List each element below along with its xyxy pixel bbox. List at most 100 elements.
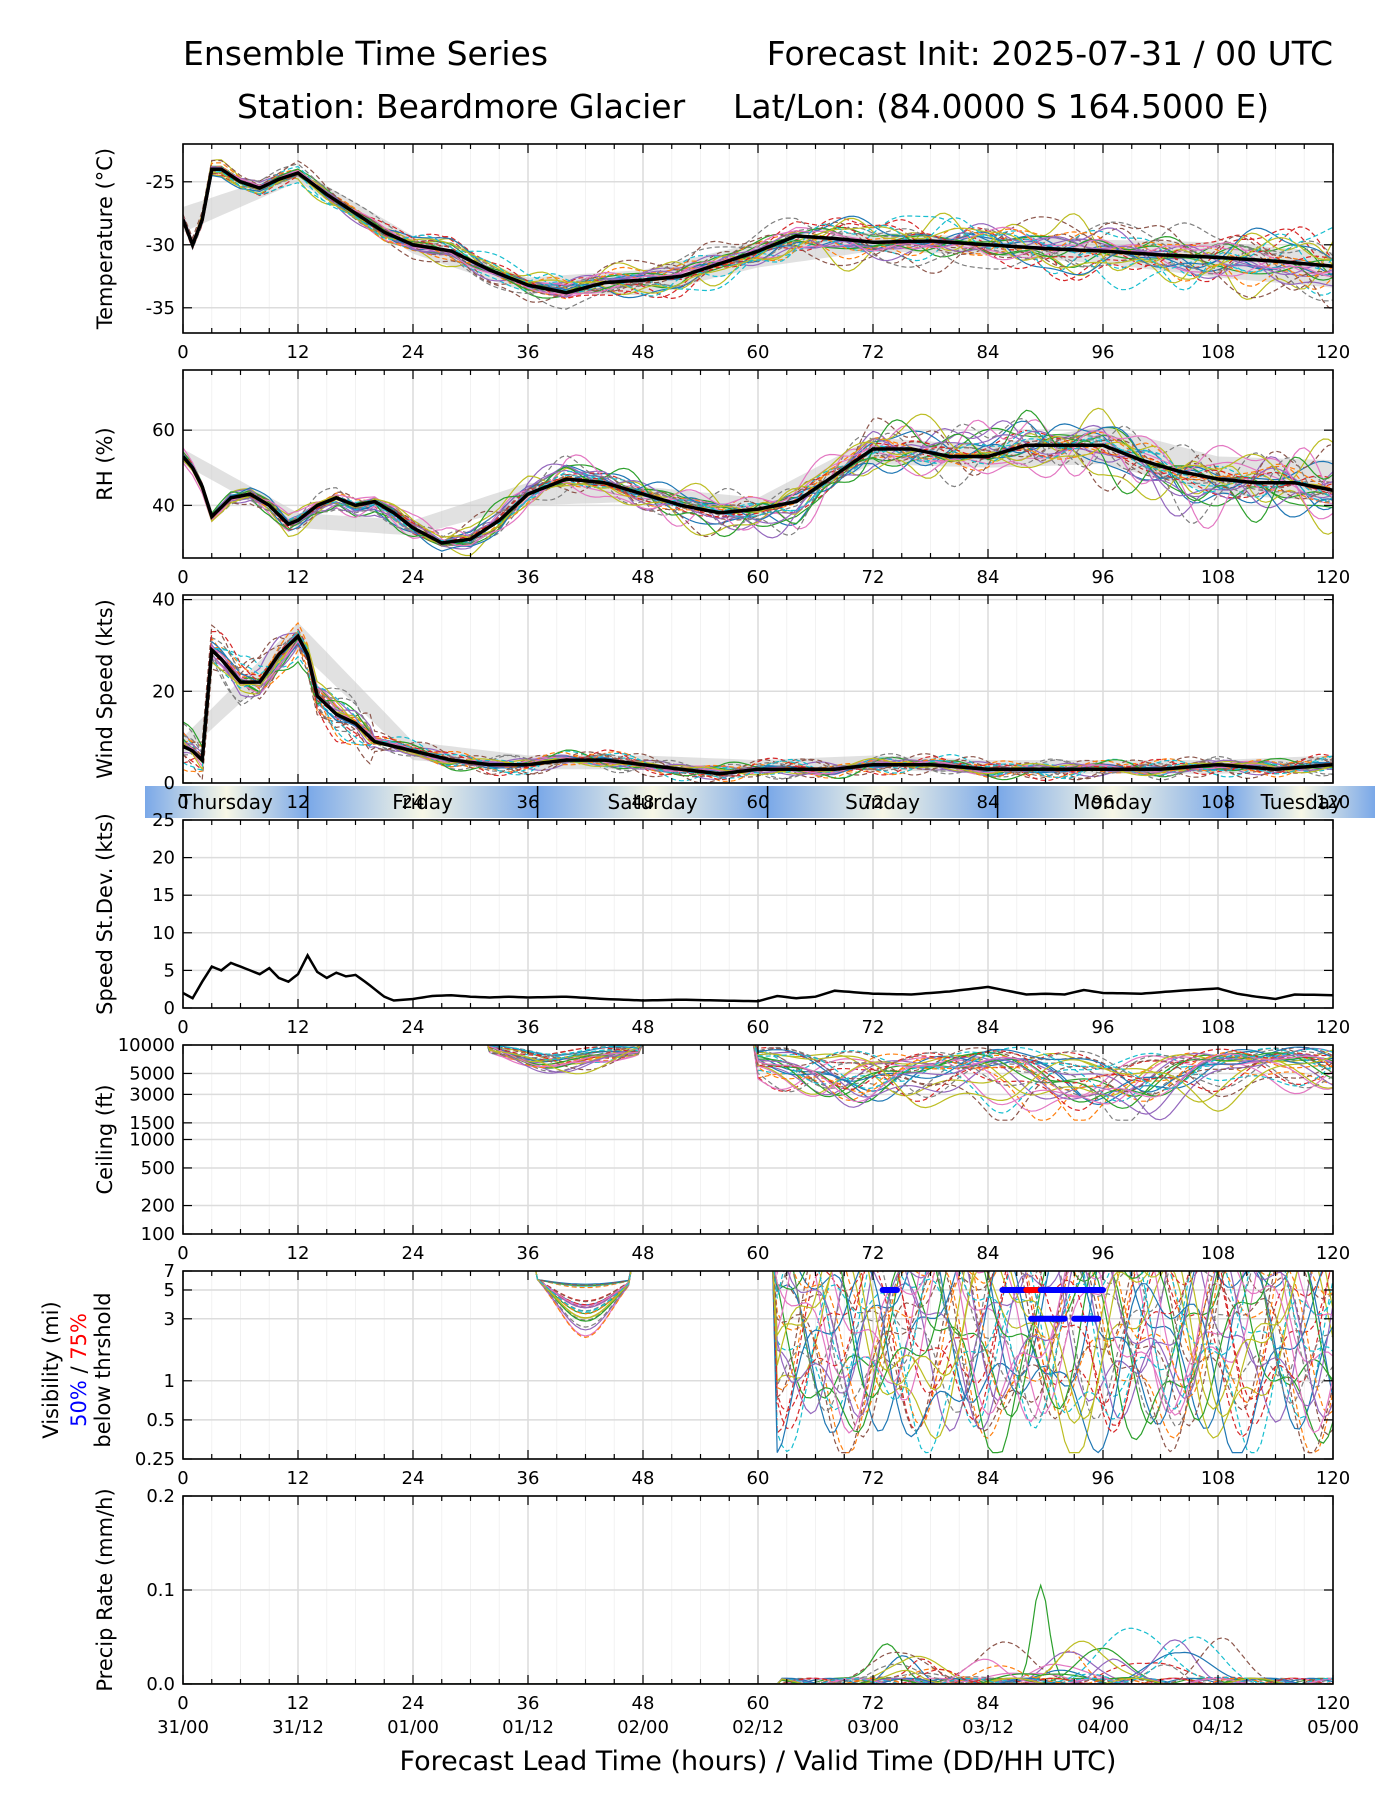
- speed-stdev-xtick-label: 84: [977, 1017, 1000, 1038]
- visibility-ylabel-75: 75%: [67, 1313, 91, 1360]
- speed-stdev-xtick-label: 108: [1201, 1017, 1235, 1038]
- visibility-xtick-label: 84: [977, 1468, 1000, 1489]
- ceiling-member-line: [486, 1045, 1333, 1098]
- visibility-member-line: [535, 1271, 1312, 1420]
- rh-member-line: [183, 419, 1333, 540]
- precip-member-line: [183, 1669, 1333, 1684]
- speed-stdev-ytick-label: 15: [152, 885, 175, 906]
- precip-series: [183, 1583, 1333, 1684]
- visibility-xtick-label: 36: [517, 1468, 540, 1489]
- forecast-init: Forecast Init: 2025-07-31 / 00 UTC: [767, 34, 1333, 73]
- precip-xtick-label: 108: [1201, 1693, 1235, 1714]
- precip-ytick-label: 0.0: [146, 1674, 175, 1695]
- visibility-member-line: [535, 1271, 1333, 1419]
- rh-member-line: [183, 438, 1333, 542]
- ceiling-ytick-label: 100: [141, 1224, 175, 1245]
- visibility-xtick-label: 0: [177, 1468, 188, 1489]
- precip-member-line: [183, 1636, 1333, 1684]
- speed-stdev-ylabel: Speed St.Dev. (kts): [93, 813, 117, 1015]
- wind-speed-xtick-label: 60: [747, 792, 770, 813]
- wind-speed-ytick-label: 40: [152, 590, 175, 611]
- temperature-spread-band: [183, 169, 1333, 296]
- visibility-member-line: [535, 1271, 1333, 1419]
- wind-speed-xtick-label: 48: [632, 792, 655, 813]
- temperature-member-line: [183, 170, 1333, 297]
- day-segment: [997, 786, 1228, 818]
- day-label: Monday: [1073, 790, 1152, 814]
- temperature-ytick-label: -35: [146, 298, 175, 319]
- rh-xtick-label: 72: [862, 567, 885, 588]
- visibility-member-line: [535, 1271, 1333, 1454]
- ceiling-xtick-label: 120: [1316, 1243, 1350, 1264]
- day-segment: [537, 786, 768, 818]
- valid-time-label: 04/00: [1077, 1717, 1129, 1738]
- visibility-ytick-label: 3: [164, 1309, 175, 1330]
- temperature-ylabel: Temperature (°C): [93, 148, 117, 330]
- visibility-member-line: [535, 1271, 1333, 1421]
- wind-speed-mean-line: [183, 633, 1333, 776]
- temperature-ytick-label: -25: [146, 172, 175, 193]
- wind-speed-series: [183, 621, 1333, 783]
- visibility-ytick-label: 1: [164, 1371, 175, 1392]
- wind-speed-ytick-label: 20: [152, 681, 175, 702]
- rh-xtick-label: 0: [177, 567, 188, 588]
- visibility-xtick-label: 12: [287, 1468, 310, 1489]
- wind-speed-ytick-label: 0: [164, 773, 175, 794]
- day-band: Thursday Friday Saturday Sunday Monday Tuesda…: [145, 786, 1375, 818]
- wind-speed-member-line: [183, 641, 1333, 777]
- precip-xtick-label: 60: [747, 1693, 770, 1714]
- temperature-xtick-label: 108: [1201, 342, 1235, 363]
- temperature-xtick-label: 72: [862, 342, 885, 363]
- rh-xtick-label: 60: [747, 567, 770, 588]
- temperature-xtick-label: 120: [1316, 342, 1350, 363]
- rh-member-line: [183, 441, 1333, 544]
- valid-time-labels: 31/00 31/12 01/00 01/12 02/00 02/12 03/00 03/12…: [157, 1717, 1359, 1738]
- valid-time-label: 03/12: [962, 1717, 1014, 1738]
- rh-xtick-label: 120: [1316, 567, 1350, 588]
- temperature-xtick-label: 48: [632, 342, 655, 363]
- day-label: Sunday: [845, 790, 920, 814]
- precip-xtick-label: 0: [177, 1693, 188, 1714]
- ceiling-ytick-label: 1500: [129, 1113, 175, 1134]
- wind-speed-xtick-label: 84: [977, 792, 1000, 813]
- ceiling-member-line: [486, 1045, 1333, 1114]
- precip-xtick-label: 96: [1092, 1693, 1115, 1714]
- visibility-ylabel-threshold: 50% / 75%: [67, 1313, 91, 1427]
- wind-speed-xtick-label: 72: [862, 792, 885, 813]
- rh-xtick-label: 48: [632, 567, 655, 588]
- valid-time-label: 31/12: [272, 1717, 324, 1738]
- speed-stdev-xtick-label: 36: [517, 1017, 540, 1038]
- rh-member-line: [183, 437, 1333, 545]
- ceiling-xtick-label: 48: [632, 1243, 655, 1264]
- ceiling-member-line: [488, 1045, 1333, 1095]
- visibility-member-line: [535, 1271, 1333, 1454]
- temperature-xtick-label: 36: [517, 342, 540, 363]
- precip-member-line: [183, 1641, 1333, 1684]
- visibility-ylabel: Visibility (mi) 50% / 75% below thrshold: [39, 1292, 115, 1447]
- precip-xtick-label: 84: [977, 1693, 1000, 1714]
- day-segment: [145, 786, 308, 818]
- visibility-member-line: [535, 1271, 1331, 1430]
- day-label: Saturday: [608, 790, 698, 814]
- wind-speed-xtick-label: 36: [517, 792, 540, 813]
- rh-ylabel: RH (%): [93, 427, 117, 500]
- ceiling-xtick-label: 108: [1201, 1243, 1235, 1264]
- speed-stdev-ytick-label: 0: [164, 998, 175, 1019]
- precip-ytick-label: 0.1: [146, 1580, 175, 1601]
- speed-stdev-xtick-label: 96: [1092, 1017, 1115, 1038]
- temperature-series: [183, 159, 1333, 311]
- day-label: Thursday: [179, 790, 273, 814]
- ceiling-ytick-label: 3000: [129, 1084, 175, 1105]
- temperature-panel: 0 12 24 36 48 60 72 84 96 108 120 -35 -30 -25 Temperat…: [93, 143, 1350, 363]
- ceiling-member-line: [488, 1045, 1333, 1102]
- visibility-member-line: [535, 1271, 1333, 1423]
- wind-speed-member-line: [183, 634, 1333, 778]
- valid-time-label: 02/00: [617, 1717, 669, 1738]
- ceiling-ytick-label: 5000: [129, 1063, 175, 1084]
- speed-stdev-xtick-label: 72: [862, 1017, 885, 1038]
- visibility-ytick-label: 7: [164, 1261, 175, 1282]
- precip-member-line: [183, 1639, 1333, 1684]
- visibility-xtick-label: 24: [402, 1468, 425, 1489]
- rh-ytick-label: 40: [152, 495, 175, 516]
